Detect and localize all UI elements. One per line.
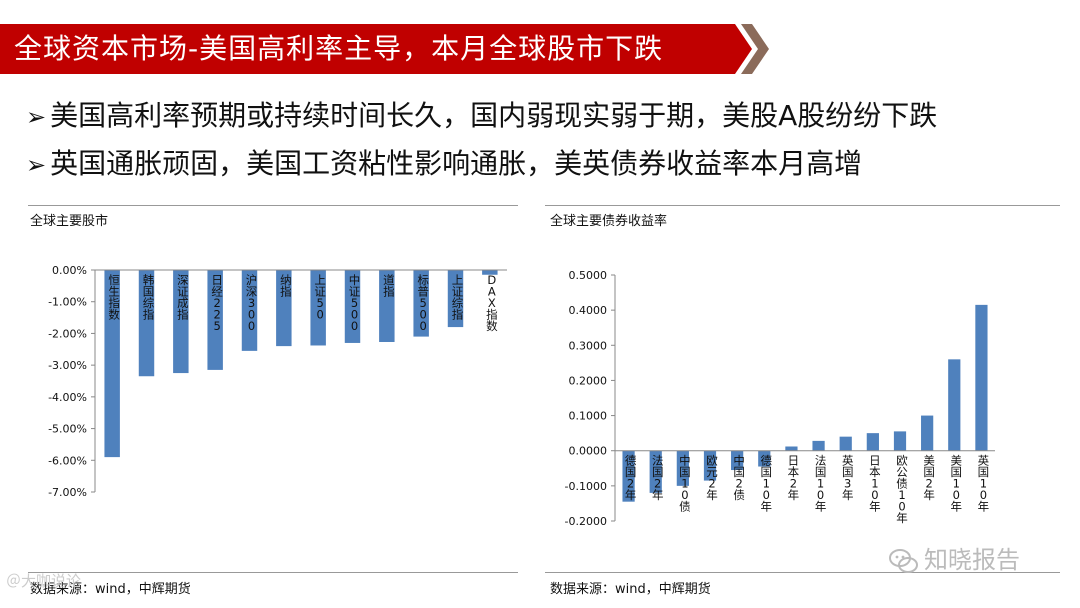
category-label-7: 日本 2 年 [788,454,800,503]
category-label-10: 标普 5 0 0 [417,273,429,333]
y-tick-label: 0.5000 [569,269,608,282]
bar-9 [839,436,852,451]
y-tick-label: 0.4000 [569,304,608,317]
category-label-6: 德国 1 0 年 [761,454,773,514]
arrow-bullet-icon: ➢ [26,151,47,179]
category-label-2: 法国 2 年 [652,454,664,503]
category-label-3: 深证成指 [177,273,189,322]
y-tick-label: 0.0000 [569,445,608,458]
bar-8 [812,440,825,451]
wechat-icon [889,549,918,573]
right-panel-bottom-rule [545,572,1060,573]
page-title: 全球资本市场-美国高利率主导，本月全球股市下跌 [14,32,664,65]
category-label-11: 上证综指 [452,273,464,322]
y-tick-label: 0.2000 [569,374,608,387]
y-tick-label: -0.2000 [565,515,607,528]
left-chart-title: 全球主要股市 [30,214,109,229]
bar-12 [482,270,498,275]
right-panel-top-rule [545,205,1060,206]
category-label-14: 英国 1 0 年 [978,454,990,514]
bar-4 [703,450,717,481]
bar-1 [104,270,120,458]
left-watermark: ＠大咖说论 [6,572,82,590]
y-tick-label: 0.00% [52,264,87,277]
watermark: 知晓报告 [888,540,1020,577]
stock-market-chart: 0.00% -1.00% -2.00% -3.00% -4.00% -5.00% -6.00… [48,264,507,499]
category-label-11: 欧公债 1 0 年 [896,454,908,526]
category-label-1: 恒生指数 [108,273,120,322]
right-data-source: 数据来源：wind，中辉期货 [550,582,711,597]
category-label-4: 欧元 2 年 [706,454,718,503]
bar-5 [241,270,258,351]
category-label-7: 上证 5 0 [314,273,326,322]
y-tick-label: -4.00% [48,391,87,404]
y-tick-label: -6.00% [48,454,87,467]
bullet-item-1: ➢ 美国高利率预期或持续时间长久，国内弱现实弱于期，美股A股纷纷下跌 [26,92,1066,140]
bullet-text-2: 英国通胀顽固，美国工资粘性影响通胀，美英债券收益率本月高增 [50,147,863,180]
y-tick-label: 0.1000 [569,410,608,423]
bar-2 [649,450,662,493]
bar-8 [344,270,361,343]
bullet-text-1: 美国高利率预期或持续时间长久，国内弱现实弱于期，美股A股纷纷下跌 [50,99,938,132]
category-label-2: 韩国综指 [143,273,155,322]
bar-7 [785,446,798,451]
left-panel-top-rule [28,205,518,206]
right-chart-title: 全球主要债券收益率 [550,214,668,229]
arrow-bullet-icon: ➢ [26,103,47,131]
y-tick-label: -7.00% [48,486,87,499]
bar-7 [310,270,326,346]
category-label-10: 日本 1 0 年 [869,454,881,514]
left-panel-bottom-rule [28,572,518,573]
category-label-12: D A X 指数 [486,273,498,333]
category-label-4: 日经 2 2 5 [211,273,223,333]
bar-11 [893,431,907,451]
title-banner: 全球资本市场-美国高利率主导，本月全球股市下跌 [0,24,770,74]
bar-6 [758,450,771,467]
bar-2 [138,270,155,377]
bar-11 [447,270,464,328]
category-label-8: 法国 1 0 年 [815,454,827,514]
category-label-3: 中国 1 0 债 [679,454,691,514]
y-tick-label: 0.3000 [569,339,608,352]
category-label-9: 英国 3 年 [842,454,854,503]
bullet-item-2: ➢ 英国通胀顽固，美国工资粘性影响通胀，美英债券收益率本月高增 [26,140,1066,188]
category-label-12: 美国 2 年 [923,454,935,503]
bond-yield-chart: 0.5000 0.4000 0.3000 0.2000 0.1000 0.0000 -0.1… [565,269,995,528]
bar-10 [413,270,429,337]
y-tick-label: -5.00% [48,423,87,436]
bar-4 [207,270,223,370]
y-tick-label: -2.00% [48,327,87,340]
category-label-8: 中证 5 0 0 [349,273,361,333]
watermark-text: 知晓报告 [924,546,1020,574]
category-label-1: 德国 2 年 [625,454,637,503]
bar-3 [676,450,689,486]
bar-9 [379,270,395,342]
category-label-9: 道指 [383,273,395,299]
bar-5 [731,450,744,471]
y-tick-label: -1.00% [48,296,87,309]
left-data-source: 数据来源：wind，中辉期货 [30,582,191,597]
category-label-6: 纳指 [280,273,292,299]
bar-10 [866,433,879,451]
bar-14 [975,304,988,451]
category-label-13: 美国 1 0 年 [951,454,963,514]
bar-13 [948,359,961,451]
bar-3 [173,270,189,374]
bar-1 [622,450,635,502]
y-tick-label: -3.00% [48,359,87,372]
bullet-list: ➢ 美国高利率预期或持续时间长久，国内弱现实弱于期，美股A股纷纷下跌 ➢ 英国通胀顽… [26,92,1066,188]
bar-6 [276,270,292,347]
category-label-5: 沪深 3 0 0 [246,273,258,333]
bar-12 [921,415,934,451]
category-label-5: 中国 2 债 [733,454,745,503]
banner-shape [0,24,769,74]
y-tick-label: -0.1000 [565,480,607,493]
